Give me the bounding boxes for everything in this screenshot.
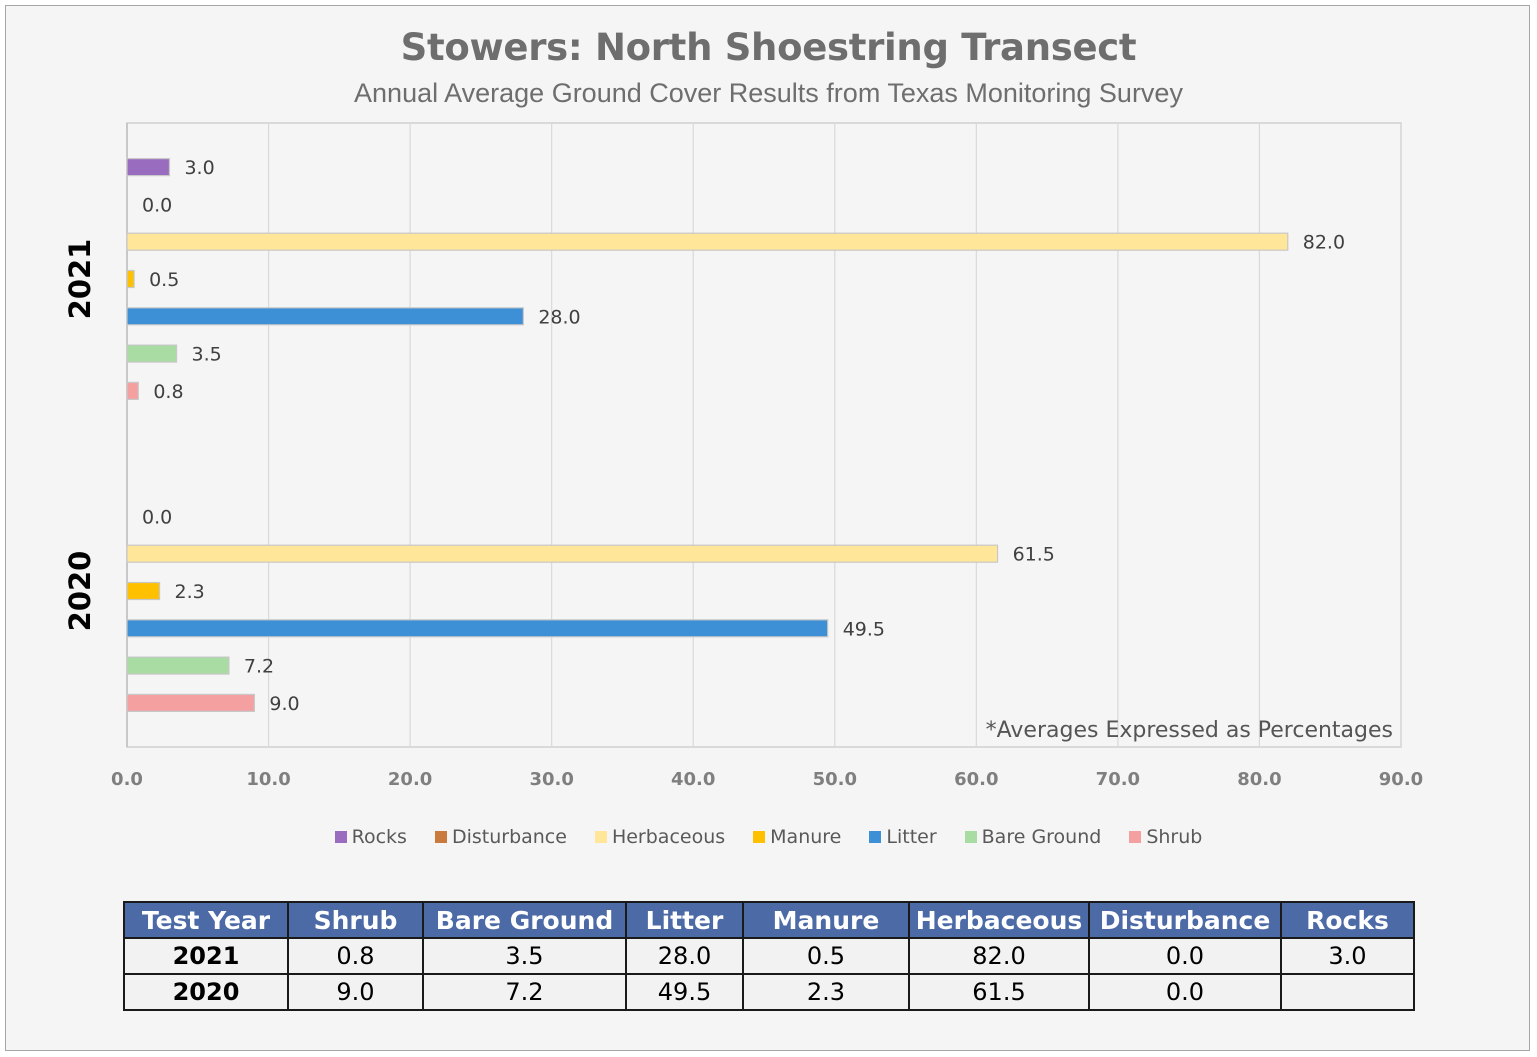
data-label: 0.0	[142, 506, 172, 528]
x-tick-label: 0.0	[111, 769, 143, 790]
data-label: 3.0	[184, 157, 214, 179]
legend-swatch	[334, 831, 347, 843]
table-cell: 49.5	[625, 973, 744, 1011]
x-tick-label: 30.0	[529, 769, 573, 790]
table-header-cell: Test Year	[123, 901, 289, 939]
x-tick-label: 80.0	[1237, 769, 1281, 790]
table-cell: 3.5	[422, 937, 627, 975]
legend-item: Rocks	[334, 826, 407, 848]
bar-bare-ground-2021	[126, 344, 178, 363]
data-label: 2.3	[175, 581, 205, 603]
legend-swatch	[869, 831, 882, 843]
legend-label: Shrub	[1146, 826, 1203, 848]
bar-manure-2021	[126, 269, 135, 289]
category-label: 2021	[63, 239, 97, 320]
plot-area	[126, 122, 1402, 748]
data-label: 49.5	[843, 618, 885, 640]
table-cell: 7.2	[422, 973, 627, 1011]
data-label: 7.2	[244, 656, 274, 678]
legend-item: Manure	[753, 826, 841, 848]
x-tick-label: 50.0	[813, 769, 857, 790]
legend-label: Herbaceous	[611, 826, 726, 848]
legend-item: Bare Ground	[964, 826, 1102, 848]
table-header-cell: Bare Ground	[422, 901, 627, 939]
legend-label: Bare Ground	[981, 826, 1102, 848]
table-header-cell: Herbaceous	[908, 901, 1090, 939]
legend-label: Manure	[770, 826, 842, 848]
chart-title: Stowers: North Shoestring Transect	[400, 26, 1137, 69]
legend-item: Litter	[869, 826, 937, 848]
data-label: 0.8	[153, 381, 183, 403]
bar-litter-2021	[126, 307, 524, 326]
legend-label: Disturbance	[451, 826, 567, 848]
legend-swatch	[434, 831, 447, 843]
legend-item: Shrub	[1129, 826, 1202, 848]
table-cell: 0.5	[742, 937, 910, 975]
table-cell: 0.8	[287, 937, 424, 975]
table-cell: 0.0	[1088, 937, 1282, 975]
data-label: 0.5	[149, 269, 179, 291]
legend-item: Herbaceous	[594, 826, 726, 848]
legend-swatch	[964, 831, 977, 843]
table-cell: 9.0	[287, 973, 424, 1011]
table-header-row: Test Year Shrub Bare Ground Litter Manure Her…	[123, 901, 1415, 939]
table-cell: 2020	[123, 973, 289, 1011]
table-cell: 0.0	[1088, 973, 1282, 1011]
x-tick-label: 90.0	[1379, 769, 1423, 790]
bar-rocks-2021	[126, 158, 171, 177]
bar-herbaceous-2021	[126, 232, 1289, 251]
table-cell: 2021	[123, 937, 289, 975]
legend-swatch	[1129, 831, 1142, 843]
legend-swatch	[753, 831, 766, 843]
bar-herbaceous-2020	[126, 544, 999, 563]
legend: Rocks Disturbance Herbaceous Manure Litter Ba…	[0, 826, 1537, 848]
legend-swatch	[594, 831, 607, 843]
table-cell: 2.3	[742, 973, 910, 1011]
legend-label: Rocks	[351, 826, 407, 848]
table-cell: 28.0	[625, 937, 744, 975]
data-label: 0.0	[142, 194, 172, 216]
data-label: 3.5	[192, 344, 222, 366]
data-label: 61.5	[1013, 544, 1055, 566]
x-tick-label: 70.0	[1096, 769, 1140, 790]
table-header-cell: Rocks	[1280, 901, 1415, 939]
x-tick-label: 10.0	[246, 769, 290, 790]
x-tick-label: 60.0	[954, 769, 998, 790]
data-label: 9.0	[269, 693, 299, 715]
data-label: 82.0	[1303, 232, 1345, 254]
table-header-cell: Manure	[742, 901, 910, 939]
category-label: 2020	[63, 551, 97, 632]
bar-litter-2020	[126, 619, 829, 638]
bar-shrub-2021	[126, 381, 139, 400]
data-label: 28.0	[538, 306, 580, 328]
legend-item: Disturbance	[434, 826, 567, 848]
table-cell	[1280, 973, 1415, 1011]
chart-note: *Averages Expressed as Percentages	[986, 718, 1393, 743]
bar-manure-2020	[126, 581, 161, 601]
table-row: 2020 9.0 7.2 49.5 2.3 61.5 0.0	[123, 973, 1415, 1011]
chart-subtitle: Annual Average Ground Cover Results from…	[354, 78, 1183, 108]
table-cell: 61.5	[908, 973, 1090, 1011]
data-table: Test Year Shrub Bare Ground Litter Manure Her…	[123, 901, 1415, 1011]
table-header-cell: Litter	[625, 901, 744, 939]
table-header-cell: Shrub	[287, 901, 424, 939]
table-body: 2021 0.8 3.5 28.0 0.5 82.0 0.0 3.0 2020 9.0 7.2 49.…	[123, 937, 1415, 1011]
table-cell: 3.0	[1280, 937, 1415, 975]
bar-shrub-2020	[126, 693, 256, 713]
table-cell: 82.0	[908, 937, 1090, 975]
table-header-cell: Disturbance	[1088, 901, 1282, 939]
bar-bare-ground-2020	[126, 656, 230, 675]
table-row: 2021 0.8 3.5 28.0 0.5 82.0 0.0 3.0	[123, 937, 1415, 975]
legend-label: Litter	[886, 826, 937, 848]
x-tick-label: 20.0	[388, 769, 432, 790]
x-tick-label: 40.0	[671, 769, 715, 790]
